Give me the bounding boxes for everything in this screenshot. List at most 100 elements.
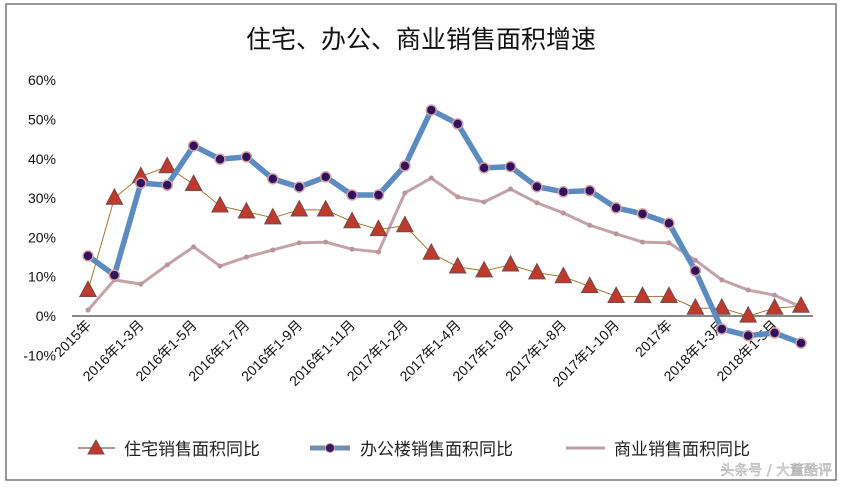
- data-point-residential: [395, 215, 414, 233]
- data-point-office: [319, 171, 332, 183]
- legend: 住宅销售面积同比 办公楼销售面积同比 商业销售面积同比: [78, 438, 750, 460]
- data-point-commercial: [164, 262, 170, 268]
- data-point-residential: [475, 260, 494, 278]
- data-point-commercial: [85, 307, 91, 313]
- series-line-shadow-residential: [87, 166, 802, 317]
- legend-label-residential: 住宅销售面积同比: [124, 440, 260, 460]
- data-point-commercial: [455, 194, 461, 200]
- data-point-office: [557, 186, 570, 198]
- data-point-residential: [580, 276, 599, 294]
- data-point-residential: [237, 201, 256, 219]
- data-point-residential: [607, 286, 626, 303]
- data-point-commercial: [270, 247, 276, 253]
- data-point-residential: [686, 297, 705, 315]
- data-point-commercial: [587, 222, 593, 228]
- data-point-commercial: [428, 175, 434, 181]
- data-point-commercial: [508, 186, 514, 192]
- data-point-residential: [105, 187, 124, 205]
- data-point-residential: [158, 156, 177, 174]
- y-tick-label: 60%: [28, 72, 56, 88]
- data-point-commercial: [191, 244, 197, 250]
- data-point-residential: [211, 195, 230, 213]
- data-point-office: [742, 329, 754, 342]
- data-point-office: [689, 265, 702, 277]
- data-point-office: [795, 337, 807, 349]
- watermark: 头条号 / 大董酷评: [720, 462, 832, 479]
- data-point-residential: [792, 295, 810, 313]
- data-point-office: [372, 189, 385, 201]
- data-point-office: [663, 217, 675, 230]
- data-point-office: [267, 173, 279, 185]
- data-point-office: [82, 250, 94, 262]
- y-tick-label: 10%: [28, 269, 56, 285]
- chart-title: 住宅、办公、商业销售面积增速: [246, 25, 596, 54]
- data-point-commercial: [613, 231, 619, 237]
- series-line-office: [86, 107, 802, 346]
- data-point-commercial: [719, 277, 725, 283]
- data-point-commercial: [375, 249, 381, 255]
- data-point-residential: [290, 199, 309, 217]
- data-point-residential: [448, 256, 467, 274]
- data-point-office: [399, 160, 411, 172]
- legend-marker-residential: [87, 438, 105, 455]
- data-point-residential: [369, 219, 388, 237]
- data-point-commercial: [402, 190, 408, 196]
- data-point-residential: [554, 266, 573, 284]
- data-point-commercial: [323, 239, 329, 245]
- data-point-office: [504, 160, 517, 173]
- y-tick-label: 30%: [28, 190, 56, 206]
- data-point-office: [346, 189, 358, 201]
- data-point-office: [478, 162, 490, 174]
- legend-marker-office: [325, 443, 335, 453]
- data-point-residential: [316, 199, 335, 217]
- data-point-office: [583, 184, 596, 197]
- data-point-residential: [79, 280, 97, 298]
- data-point-office: [425, 104, 438, 116]
- data-point-commercial: [217, 263, 223, 269]
- data-point-office: [451, 118, 464, 130]
- data-point-commercial: [666, 240, 672, 246]
- data-point-commercial: [692, 257, 698, 263]
- y-tick-label: -10%: [23, 347, 56, 363]
- y-tick-label: 50%: [28, 112, 56, 128]
- data-point-commercial: [640, 239, 646, 245]
- data-point-commercial: [772, 292, 778, 298]
- legend-label-commercial: 商业销售面积同比: [614, 440, 750, 460]
- data-point-commercial: [243, 254, 249, 260]
- data-point-office: [293, 181, 306, 193]
- y-tick-label: 0%: [36, 308, 56, 324]
- data-point-residential: [501, 254, 520, 272]
- data-point-residential: [712, 297, 731, 315]
- data-point-residential: [633, 286, 652, 303]
- data-point-residential: [343, 211, 362, 229]
- data-point-residential: [527, 262, 546, 280]
- data-point-commercial: [138, 281, 144, 287]
- data-point-commercial: [481, 199, 487, 205]
- legend-label-office: 办公楼销售面积同比: [360, 440, 513, 460]
- y-tick-label: 40%: [28, 151, 56, 167]
- series-office: [82, 104, 807, 349]
- data-point-office: [716, 323, 728, 335]
- data-point-commercial: [296, 240, 302, 246]
- data-point-office: [187, 140, 200, 152]
- data-point-office: [161, 179, 173, 191]
- data-point-office: [636, 208, 649, 220]
- data-point-commercial: [349, 246, 355, 252]
- data-point-office: [610, 202, 622, 214]
- data-point-residential: [739, 305, 758, 323]
- data-point-residential: [422, 242, 441, 260]
- data-point-office: [214, 153, 226, 165]
- data-point-office: [135, 177, 147, 189]
- data-point-office: [531, 180, 543, 193]
- data-point-residential: [263, 207, 282, 225]
- data-point-commercial: [745, 287, 751, 293]
- data-point-office: [240, 151, 253, 163]
- y-tick-label: 20%: [28, 229, 56, 245]
- data-point-residential: [659, 286, 678, 303]
- data-point-office: [108, 269, 121, 281]
- data-point-commercial: [560, 210, 566, 216]
- data-point-residential: [184, 174, 203, 191]
- data-point-office: [768, 327, 781, 339]
- data-point-commercial: [534, 200, 540, 206]
